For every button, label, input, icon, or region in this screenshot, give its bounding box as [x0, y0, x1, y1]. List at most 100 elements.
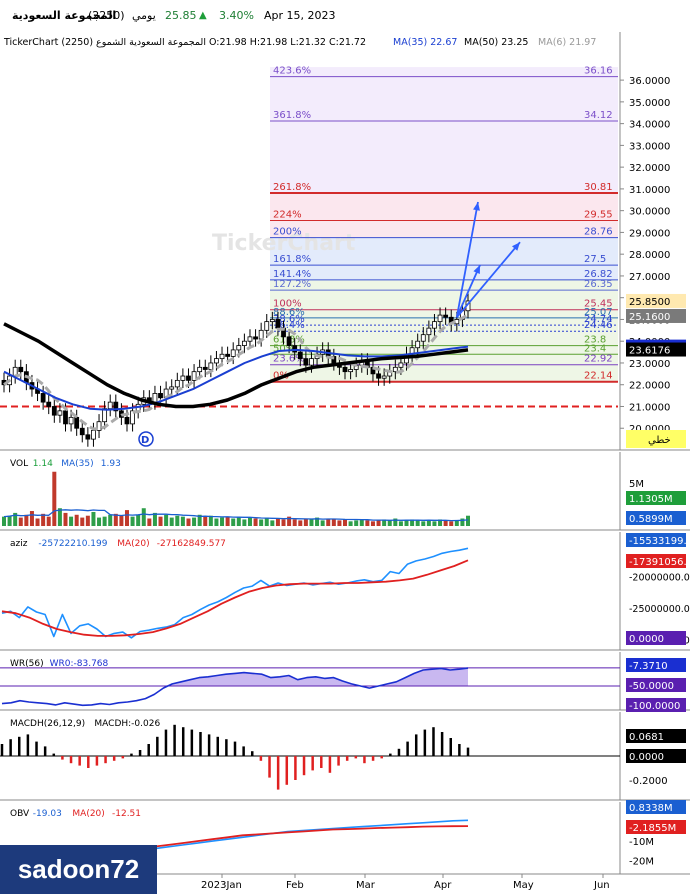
price-right-label-1: 25.1600 — [629, 312, 670, 323]
volume-bar — [108, 514, 113, 526]
candle — [202, 366, 208, 370]
chart-area[interactable]: TickerChart المجموعة السعودية الشموع (22… — [0, 32, 690, 894]
fib-label-3: 224% — [273, 209, 302, 220]
volume-bar — [80, 517, 85, 526]
candle — [46, 401, 52, 407]
price-tick-label: 36.0000 — [629, 76, 670, 87]
price-panel: TickerChart المجموعة السعودية الشموع (22… — [0, 32, 690, 451]
x-tick-label-3: Apr — [434, 880, 452, 891]
volume-bar — [376, 520, 381, 526]
aziz-panel: aziz -25722210.199 MA(20) -27162849.577 -200… — [0, 532, 690, 651]
volume-bar — [41, 513, 46, 526]
aziz-right-label-1-bg — [626, 554, 686, 568]
fib-value-0: 36.16 — [584, 66, 613, 77]
volume-bar — [287, 516, 292, 526]
candle — [392, 366, 398, 373]
volume-bar — [320, 520, 325, 526]
last-price: 25.85 — [165, 9, 197, 22]
candle — [241, 340, 247, 346]
volume-bar — [130, 516, 135, 526]
ma6-line — [3, 313, 469, 431]
g-macd-title: MACDH(26,12,9) — [10, 719, 85, 729]
volume-bar — [69, 516, 74, 526]
fib-value-7: 26.35 — [584, 279, 613, 290]
volume-bar — [225, 516, 230, 526]
volume-bar — [337, 520, 342, 526]
arrow-head-icon — [473, 265, 480, 275]
volume-bar — [281, 519, 286, 526]
volume-bar — [197, 514, 202, 526]
x-tick-label-4: May — [513, 880, 534, 891]
x-tick-label-0: 2023Jan — [201, 880, 242, 891]
fib-value-12: 23.8 — [584, 335, 606, 346]
aziz-right-label-0: -15533199.6 — [629, 536, 690, 547]
fib-label-11: 76.4% — [273, 320, 305, 331]
candle — [91, 430, 96, 440]
price-tick-label: 28.0000 — [629, 250, 670, 261]
volume-bar — [454, 520, 459, 526]
macd-right-label-1-bg — [626, 749, 686, 763]
watermark: TickerChart — [212, 231, 356, 256]
trend-label: خطي — [648, 435, 671, 446]
g-vol-legend-2: 1.93 — [101, 459, 121, 469]
fib-value-10: 24.74 — [584, 314, 613, 325]
g-vol-title: VOL — [10, 459, 28, 469]
g-aziz-title: aziz — [10, 539, 28, 549]
volume-bar — [370, 521, 375, 526]
candle — [247, 336, 253, 342]
volume-bar — [309, 519, 314, 526]
candle — [381, 375, 387, 379]
candle — [214, 358, 219, 364]
volume-bar — [57, 508, 62, 526]
aziz-line — [1, 547, 469, 639]
volume-bar — [85, 515, 90, 526]
volume-bar — [231, 518, 236, 526]
obv-right-label-1: -2.1855M — [629, 823, 676, 834]
fib-value-3: 29.55 — [584, 209, 613, 220]
volume-bar — [97, 517, 102, 526]
g-obv-legend-2: -12.51 — [112, 809, 141, 819]
d-marker-icon — [138, 431, 154, 447]
volume-bar — [449, 521, 454, 526]
x-tick-label-2: Mar — [356, 880, 376, 891]
volume-bar — [354, 520, 359, 526]
price-tick-label: 20.0000 — [629, 424, 670, 435]
macd-right-label-0: 0.0681 — [629, 732, 664, 743]
price-tick-label: 35.0000 — [629, 98, 670, 109]
x-tick-label-5: Jun — [593, 880, 610, 891]
price-tick-label: 27.0000 — [629, 272, 670, 283]
g-vol-legend-1: MA(35) — [61, 459, 93, 469]
fib-label-10: 78.6% — [273, 314, 305, 325]
stock-name: المجموعة السعودية — [12, 9, 117, 22]
candle — [74, 416, 80, 429]
volume-panel: VOL 1.14 MA(35) 1.93 5M 1.1305M 0.5899M — [0, 452, 690, 531]
volume-bar — [393, 518, 398, 526]
price-right-label-0-bg — [626, 293, 686, 308]
x-tick-label-1: Feb — [286, 880, 304, 891]
obv-tick-label-0: -10M — [629, 837, 654, 848]
fib-value-2: 30.81 — [584, 182, 613, 193]
volume-bar — [35, 518, 40, 526]
price-right-label-1-bg — [626, 308, 686, 323]
volume-bar — [119, 515, 124, 526]
candle — [18, 366, 24, 373]
g-aziz-legend-1: MA(20) — [117, 539, 149, 549]
vol-right-label-1-bg — [626, 511, 686, 525]
price-tick-label: 34.0000 — [629, 120, 670, 131]
change-percent: 3.40% — [219, 9, 254, 22]
candle — [420, 334, 426, 342]
candle — [432, 321, 437, 329]
candle — [68, 416, 74, 425]
period-label[interactable]: يومي — [132, 9, 156, 22]
candle — [253, 336, 258, 340]
g-vol-legend-0: 1.14 — [33, 459, 53, 469]
arrow-head-icon — [473, 201, 480, 211]
volume-bar — [52, 471, 57, 526]
volume-bar — [326, 519, 331, 526]
price-right-label-3-bg — [626, 342, 686, 357]
volume-bar — [74, 514, 79, 526]
volume-bar — [124, 510, 129, 526]
volume-bar — [426, 520, 431, 526]
volume-bar — [331, 518, 336, 526]
price-tick-label: 21.0000 — [629, 402, 670, 413]
